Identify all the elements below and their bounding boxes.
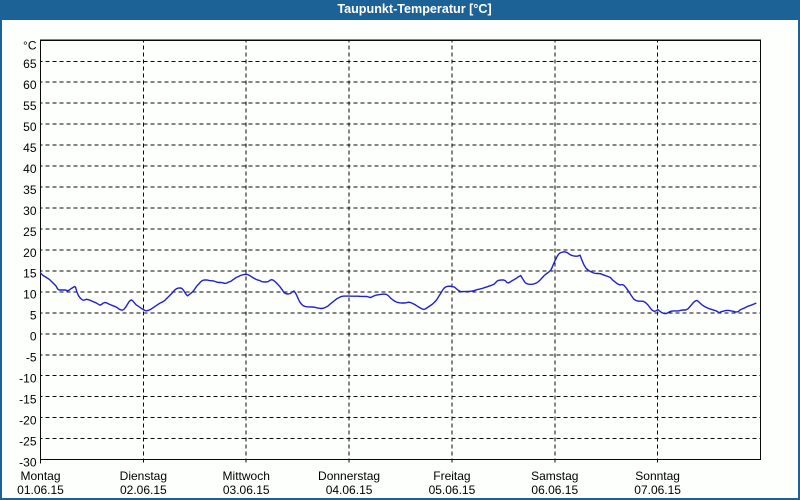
svg-text:0: 0 xyxy=(30,330,37,344)
svg-text:25: 25 xyxy=(23,225,37,239)
svg-text:-25: -25 xyxy=(19,434,37,448)
svg-text:01.06.15: 01.06.15 xyxy=(17,483,64,497)
svg-text:05.06.15: 05.06.15 xyxy=(429,483,476,497)
svg-text:65: 65 xyxy=(23,57,37,71)
svg-text:Freitag: Freitag xyxy=(433,469,470,483)
svg-text:-20: -20 xyxy=(19,413,37,427)
svg-text:55: 55 xyxy=(23,99,37,113)
svg-text:60: 60 xyxy=(23,78,37,92)
svg-text:02.06.15: 02.06.15 xyxy=(120,483,167,497)
svg-text:Donnerstag: Donnerstag xyxy=(318,469,380,483)
svg-text:°C: °C xyxy=(23,39,37,53)
svg-text:20: 20 xyxy=(23,246,37,260)
svg-text:03.06.15: 03.06.15 xyxy=(223,483,270,497)
svg-text:50: 50 xyxy=(23,120,37,134)
svg-text:07.06.15: 07.06.15 xyxy=(634,483,681,497)
svg-text:04.06.15: 04.06.15 xyxy=(326,483,373,497)
svg-text:10: 10 xyxy=(23,288,37,302)
svg-text:30: 30 xyxy=(23,204,37,218)
svg-text:15: 15 xyxy=(23,267,37,281)
svg-text:40: 40 xyxy=(23,162,37,176)
svg-text:-30: -30 xyxy=(19,455,37,469)
svg-text:35: 35 xyxy=(23,183,37,197)
svg-text:5: 5 xyxy=(30,309,37,323)
svg-text:Montag: Montag xyxy=(20,469,60,483)
svg-text:-5: -5 xyxy=(26,351,37,365)
svg-text:06.06.15: 06.06.15 xyxy=(531,483,578,497)
svg-text:Sonntag: Sonntag xyxy=(635,469,680,483)
svg-text:45: 45 xyxy=(23,141,37,155)
svg-text:Samstag: Samstag xyxy=(531,469,578,483)
svg-text:Dienstag: Dienstag xyxy=(120,469,167,483)
svg-text:-15: -15 xyxy=(19,393,37,407)
svg-text:Mittwoch: Mittwoch xyxy=(223,469,270,483)
svg-text:-10: -10 xyxy=(19,372,37,386)
